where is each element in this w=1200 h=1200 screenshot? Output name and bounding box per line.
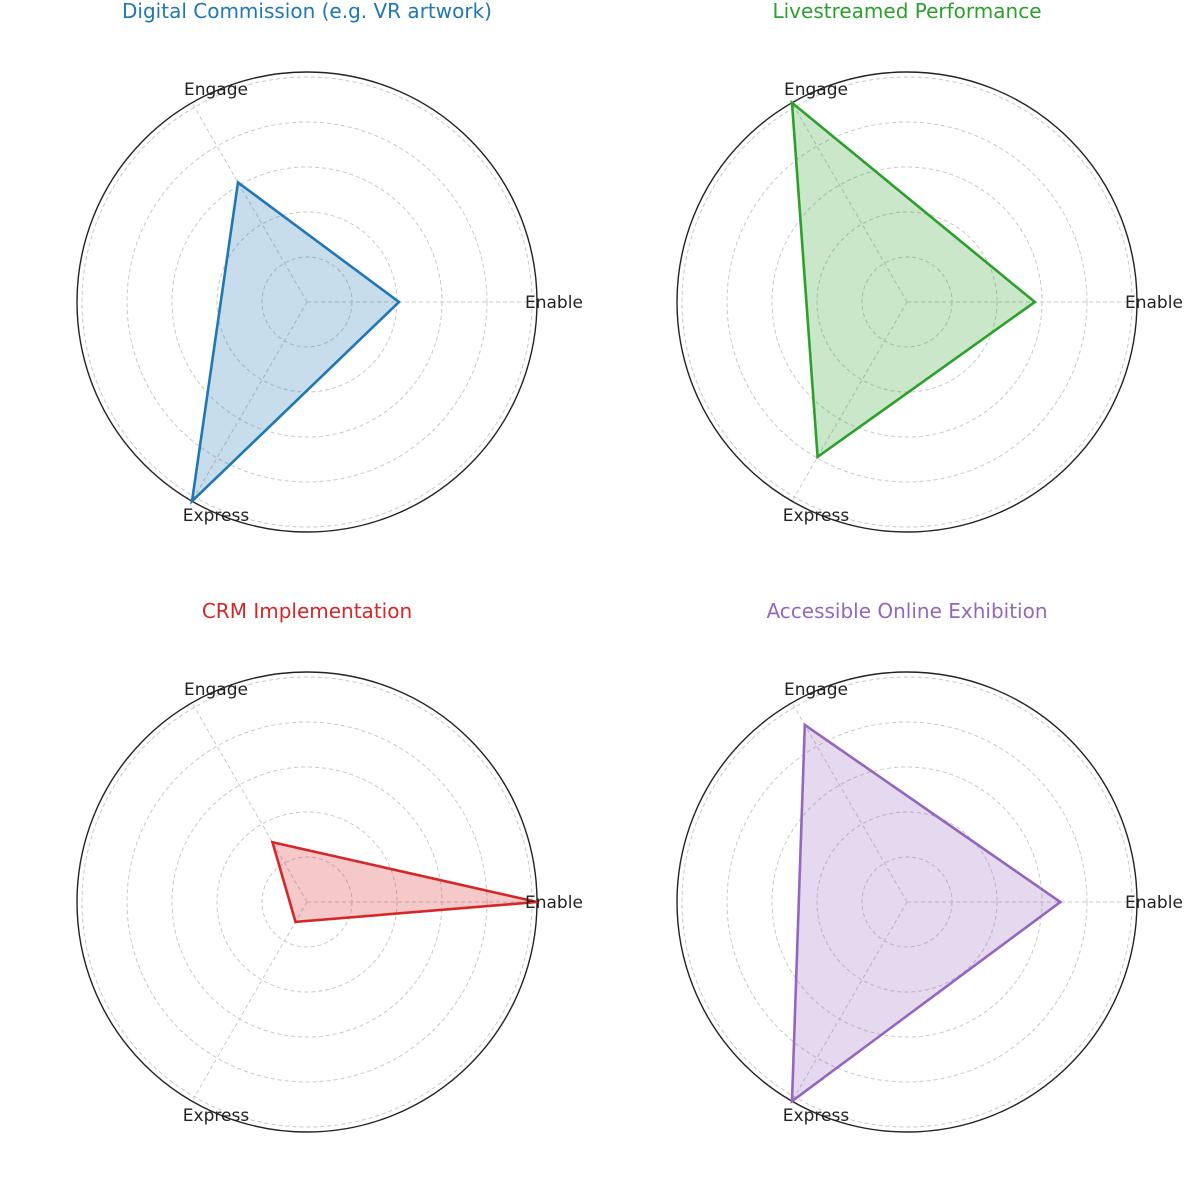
data-point-enable [535, 900, 539, 904]
chart-title: Accessible Online Exhibition [766, 599, 1047, 623]
grid-ring [726, 121, 1088, 483]
chart-title: Livestreamed Performance [772, 0, 1041, 23]
axis-label-express: Express [783, 1106, 850, 1126]
data-point-engage [790, 101, 794, 105]
data-point-engage [236, 181, 240, 184]
axis-label-express: Express [183, 1106, 250, 1126]
axis-label-enable: Enable [1125, 893, 1183, 913]
axis-label-engage: Engage [784, 80, 848, 100]
data-point-express [790, 1099, 794, 1103]
grid-ring [126, 721, 488, 1083]
grid-ring [726, 721, 1088, 1083]
axis-label-enable: Enable [525, 293, 583, 313]
data-point-engage [803, 723, 807, 727]
grid-spoke [791, 702, 908, 903]
series-polygon [190, 180, 402, 505]
radar-panel-2: Enable Engage Express Livestreamed Performa… [676, 0, 1183, 533]
grid-spoke [191, 102, 308, 303]
grid-ring [126, 121, 488, 483]
axis-label-engage: Engage [184, 680, 248, 700]
radar-panel-1: Enable Engage Express Digital Commission (e… [76, 0, 583, 533]
axis-label-enable: Enable [525, 893, 583, 913]
data-point-express [816, 455, 819, 459]
grid-spoke [191, 901, 308, 1102]
radar-frame [676, 671, 1138, 1133]
grid-spoke [191, 702, 308, 903]
grid-spoke [191, 301, 308, 502]
radar-frame [76, 71, 538, 533]
axis-label-engage: Engage [184, 80, 248, 100]
data-point-express [294, 920, 297, 924]
series-polygon [790, 99, 1037, 460]
grid-spoke [791, 301, 908, 502]
radar-frame [676, 71, 1138, 533]
chart-title: Digital Commission (e.g. VR artwork) [122, 0, 492, 23]
data-point-enable [1059, 900, 1062, 904]
data-point-enable [1033, 300, 1037, 304]
chart-title: CRM Implementation [202, 599, 412, 623]
axis-label-express: Express [783, 506, 850, 526]
grid-spoke [791, 102, 908, 303]
grid-spoke [791, 901, 908, 1102]
axis-label-enable: Enable [1125, 293, 1183, 313]
grid-ring [216, 811, 398, 993]
series-polygon [270, 840, 538, 924]
axis-label-engage: Engage [784, 680, 848, 700]
series-polygon [790, 722, 1063, 1104]
data-point-engage [271, 840, 274, 844]
radar-panel-3: Enable Engage Express CRM Implementation [76, 599, 583, 1133]
data-point-express [190, 499, 194, 503]
grid-ring [816, 811, 998, 993]
radar-panel-4: Enable Engage Express Accessible Online Exh… [676, 599, 1183, 1133]
data-point-enable [397, 300, 401, 304]
axis-label-express: Express [183, 506, 250, 526]
